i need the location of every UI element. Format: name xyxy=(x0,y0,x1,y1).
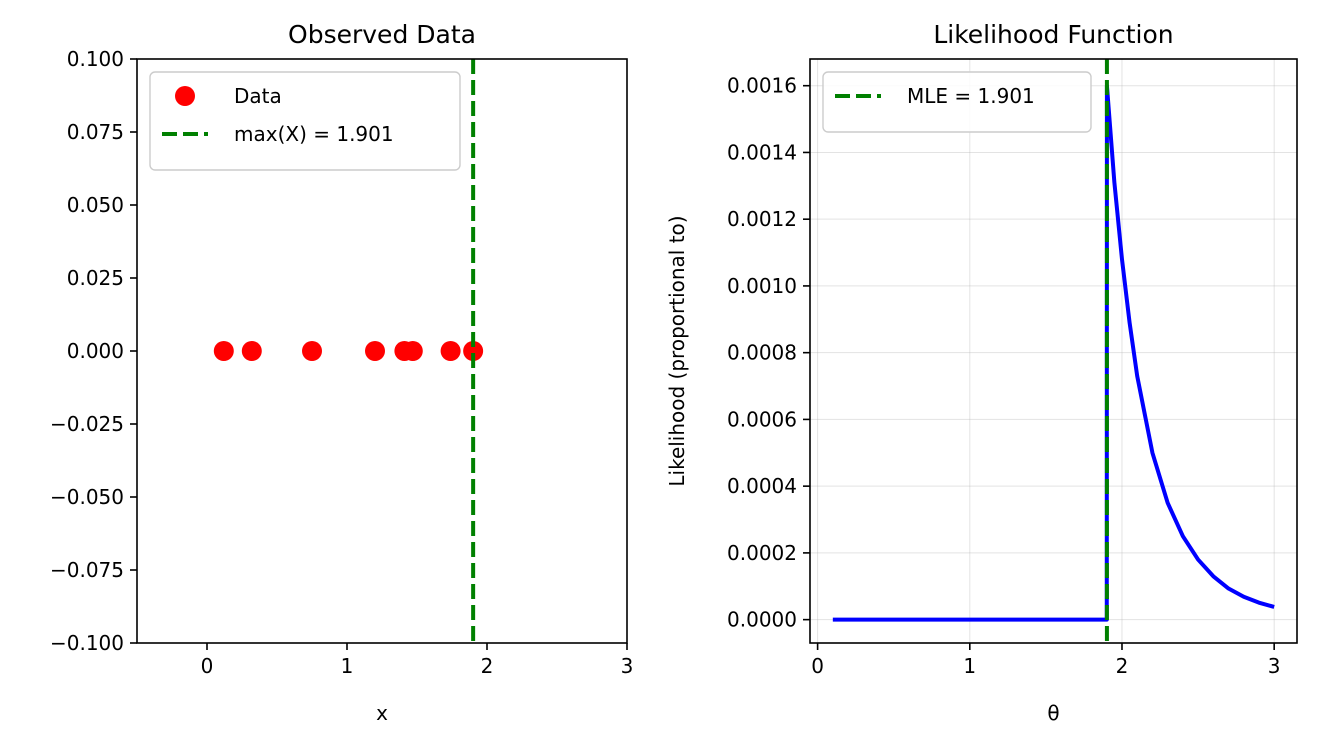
x-axis-label: θ xyxy=(1047,701,1059,725)
legend-label: MLE = 1.901 xyxy=(907,84,1035,108)
chart-title: Likelihood Function xyxy=(933,20,1173,49)
y-tick-label: 0.0010 xyxy=(727,274,797,298)
data-point xyxy=(440,341,461,361)
x-tick-label: 2 xyxy=(481,654,494,678)
y-tick-label: 0.025 xyxy=(67,266,124,290)
legend-label: Data xyxy=(234,84,282,108)
y-tick-label: −0.025 xyxy=(50,412,124,436)
y-axis-label: Likelihood (proportional to) xyxy=(665,215,689,486)
x-tick-label: 2 xyxy=(1116,654,1129,678)
y-tick-label: 0.0012 xyxy=(727,207,797,231)
likelihood-panel: 0 1 2 3 0.0000 0.0002 0.0004 0.0006 0.0008 0.0010… xyxy=(665,20,1298,725)
x-tick-label: 1 xyxy=(341,654,354,678)
x-tick-label: 3 xyxy=(1268,654,1281,678)
y-tick-label: 0.0016 xyxy=(727,74,797,98)
y-tick-label: 0.0008 xyxy=(727,341,797,365)
y-tick-label: 0.0000 xyxy=(727,608,797,632)
observed-data-panel: 0 1 2 3 −0.100 −0.075 −0.050 −0.025 0.000 0.025 0.… xyxy=(50,20,633,725)
y-tick-label: 0.100 xyxy=(67,47,124,71)
x-axis-label: x xyxy=(376,701,388,725)
y-tick-label: 0.0004 xyxy=(727,474,797,498)
data-point xyxy=(213,341,234,361)
axes-frame xyxy=(809,58,1298,644)
y-tick-label: 0.0002 xyxy=(727,541,797,565)
chart-title: Observed Data xyxy=(288,20,476,49)
plot-area xyxy=(832,59,1275,643)
plot-area xyxy=(213,59,484,643)
data-point xyxy=(463,341,484,361)
y-tick-label: 0.0014 xyxy=(727,140,797,164)
legend-box xyxy=(822,71,1092,133)
x-tick-label: 1 xyxy=(963,654,976,678)
y-tick-label: 0.0006 xyxy=(727,407,797,431)
likelihood-curve xyxy=(832,83,1275,622)
legend-label: max(X) = 1.901 xyxy=(234,122,394,146)
y-tick-label: 0.075 xyxy=(67,120,124,144)
y-tick-label: −0.100 xyxy=(50,631,124,655)
data-point xyxy=(402,341,423,361)
y-tick-label: 0.000 xyxy=(67,339,124,363)
x-tick-label: 0 xyxy=(811,654,824,678)
legend-marker xyxy=(175,86,195,106)
x-tick-label: 3 xyxy=(621,654,634,678)
legend-box xyxy=(149,71,461,171)
data-point xyxy=(241,341,262,361)
data-point xyxy=(365,341,385,361)
legend: Data max(X) = 1.901 xyxy=(149,71,461,171)
y-tick-label: −0.050 xyxy=(50,485,124,509)
x-tick-label: 0 xyxy=(201,654,214,678)
legend: MLE = 1.901 xyxy=(822,71,1092,133)
y-tick-label: −0.075 xyxy=(50,558,124,582)
data-point xyxy=(302,341,322,361)
y-tick-label: 0.050 xyxy=(67,193,124,217)
